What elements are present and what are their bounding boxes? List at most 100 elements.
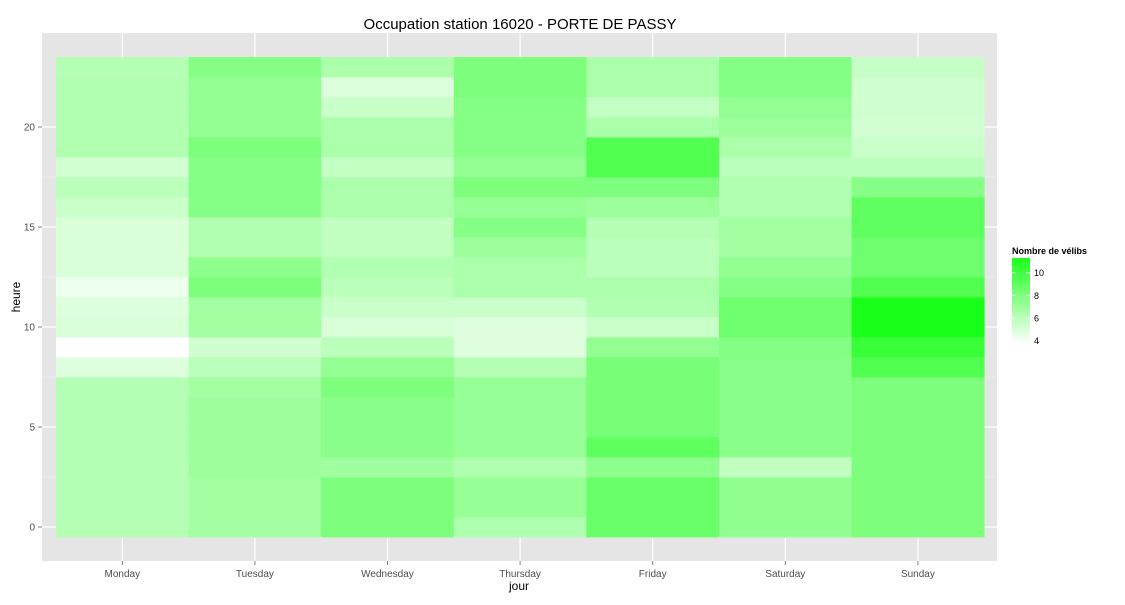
x-tick-label: Friday (639, 569, 667, 580)
heatmap-cell (188, 377, 322, 398)
heatmap-cell (188, 157, 322, 178)
heatmap-cell (188, 257, 322, 278)
heatmap-cell (586, 57, 720, 78)
heatmap-cell (321, 217, 455, 238)
x-tick-label: Thursday (499, 569, 541, 580)
heatmap-cell (188, 177, 322, 198)
heatmap-cell (453, 297, 587, 318)
heatmap-cell (188, 497, 322, 518)
heatmap-cell (56, 337, 189, 358)
legend-tick-label: 6 (1034, 313, 1039, 323)
heatmap-cell (851, 117, 985, 138)
heatmap-cell (586, 317, 720, 338)
heatmap-cell (453, 217, 587, 238)
heatmap-cell (719, 217, 852, 238)
heatmap-cell (586, 357, 720, 378)
heatmap-cell (851, 157, 985, 178)
x-tick-label: Saturday (765, 569, 805, 580)
heatmap-cell (188, 217, 322, 238)
heatmap-cell (188, 237, 322, 258)
heatmap-cell (719, 57, 852, 78)
heatmap-cell (453, 197, 587, 218)
heatmap-cell (453, 317, 587, 338)
y-tick-label: 15 (24, 223, 36, 234)
heatmap-cell (586, 177, 720, 198)
heatmap-cell (851, 497, 985, 518)
heatmap-cell (56, 277, 189, 298)
heatmap-cell (188, 437, 322, 458)
heatmap-cell (851, 517, 985, 538)
heatmap-cell (586, 497, 720, 518)
y-tick-label: 20 (24, 123, 36, 134)
heatmap-cell (453, 337, 587, 358)
heatmap-cell (321, 117, 455, 138)
heatmap-cell (321, 317, 455, 338)
x-tick-label: Tuesday (236, 569, 274, 580)
heatmap-cell (851, 437, 985, 458)
heatmap-cell (188, 417, 322, 438)
heatmap-cell (586, 277, 720, 298)
heatmap-cell (56, 77, 189, 98)
heatmap-cell (321, 337, 455, 358)
heatmap-cell (321, 377, 455, 398)
heatmap-cell (586, 377, 720, 398)
legend-colorbar (1012, 258, 1030, 344)
heatmap-cell (719, 317, 852, 338)
heatmap-cell (586, 477, 720, 498)
heatmap-cell (321, 517, 455, 538)
heatmap-cell (453, 237, 587, 258)
heatmap-cell (586, 97, 720, 118)
x-tick-label: Wednesday (361, 569, 414, 580)
heatmap-cell (719, 197, 852, 218)
heatmap-cell (56, 57, 189, 78)
heatmap-cell (321, 357, 455, 378)
legend-tick-label: 4 (1034, 336, 1039, 346)
heatmap-cell (453, 117, 587, 138)
heatmap-cell (321, 157, 455, 178)
heatmap-cell (188, 297, 322, 318)
heatmap-cells (56, 57, 985, 538)
heatmap-cell (719, 157, 852, 178)
heatmap-cell (56, 457, 189, 478)
heatmap-cell (56, 177, 189, 198)
heatmap-cell (321, 177, 455, 198)
heatmap-cell (851, 337, 985, 358)
x-axis-label: jour (508, 579, 529, 593)
heatmap-cell (586, 417, 720, 438)
legend-tick-label: 8 (1034, 291, 1039, 301)
heatmap-cell (321, 497, 455, 518)
heatmap-cell (453, 97, 587, 118)
heatmap-cell (56, 497, 189, 518)
heatmap-cell (56, 317, 189, 338)
heatmap-cell (453, 77, 587, 98)
heatmap-cell (321, 257, 455, 278)
heatmap-cell (321, 417, 455, 438)
heatmap-cell (56, 157, 189, 178)
heatmap-cell (586, 257, 720, 278)
heatmap-cell (56, 297, 189, 318)
heatmap-cell (719, 417, 852, 438)
heatmap-cell (586, 437, 720, 458)
heatmap-cell (851, 357, 985, 378)
heatmap-cell (719, 117, 852, 138)
heatmap-cell (453, 457, 587, 478)
heatmap-cell (851, 197, 985, 218)
heatmap-cell (586, 337, 720, 358)
heatmap-cell (56, 377, 189, 398)
heatmap-cell (321, 97, 455, 118)
heatmap-cell (321, 457, 455, 478)
heatmap-cell (56, 217, 189, 238)
heatmap-cell (719, 397, 852, 418)
heatmap-cell (719, 297, 852, 318)
heatmap-cell (719, 177, 852, 198)
x-tick-label: Monday (105, 569, 141, 580)
heatmap-cell (851, 257, 985, 278)
heatmap-cell (453, 257, 587, 278)
heatmap-cell (188, 137, 322, 158)
heatmap-cell (188, 117, 322, 138)
heatmap-cell (321, 297, 455, 318)
heatmap-cell (586, 77, 720, 98)
heatmap-cell (851, 277, 985, 298)
heatmap-cell (56, 517, 189, 538)
heatmap-cell (453, 357, 587, 378)
